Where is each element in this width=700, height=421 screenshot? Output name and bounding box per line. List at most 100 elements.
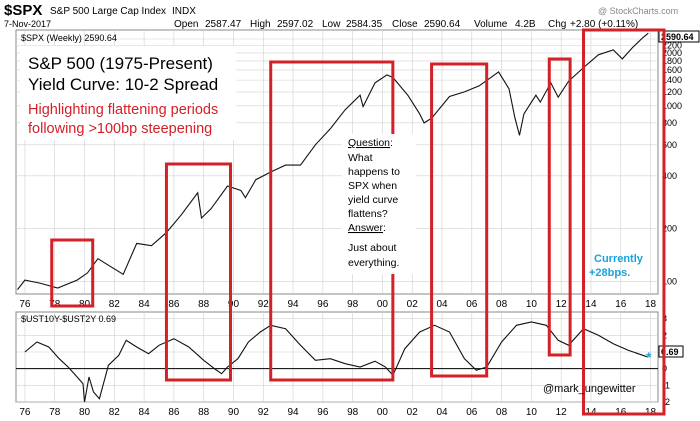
spread-panel-frame: [15, 311, 659, 403]
chg-value: +2.80 (+0.11%): [570, 19, 638, 30]
annotation-sub-line1: Highlighting flattening periods: [28, 102, 218, 118]
price-y-tick-label: 400: [662, 171, 677, 181]
price-x-tick-label: 98: [347, 299, 359, 310]
price-x-tick-label: 76: [19, 299, 31, 310]
open-value: 2587.47: [205, 19, 242, 30]
answer-line: Just about: [348, 242, 397, 254]
annotation-title: S&P 500 (1975-Present) Yield Curve: 10-2…: [20, 46, 236, 140]
highlight-box-2011-2012: [547, 57, 572, 357]
spx-price-line: [17, 32, 649, 290]
answer-heading: Answer:: [348, 222, 386, 234]
annotation-title-bg: [20, 46, 236, 140]
question-line: flattens?: [348, 208, 388, 220]
spread-y-tick-label: -2: [662, 397, 670, 407]
spread-x-tick-label: 06: [466, 407, 478, 418]
price-x-tick-label: 84: [139, 299, 151, 310]
price-x-tick-label: 10: [526, 299, 538, 310]
spread-x-tick-label: 78: [49, 407, 61, 418]
spread-x-tick-label: 88: [198, 407, 210, 418]
exchange-label: INDX: [172, 6, 196, 17]
question-colon: :: [390, 137, 393, 149]
price-x-tick-label: 88: [198, 299, 210, 310]
spread-x-tick-label: 08: [496, 407, 508, 418]
price-x-tick-label: 82: [109, 299, 121, 310]
spread-panel-title: $UST10Y-$UST2Y 0.69: [21, 314, 116, 324]
spread-x-tick-labels: 76 78 80 82 84 86 88 90 92 94 96 98 00 02 04 06 08 10 12 14…: [19, 407, 656, 418]
price-y-tick-label: 1400: [662, 75, 682, 85]
annotation-currently: Currently +28bps.: [589, 253, 644, 279]
spread-last-value: 0.69: [661, 347, 679, 357]
spread-x-tick-label: 86: [168, 407, 180, 418]
annotation-question: Question: What happens to SPX when yield…: [342, 134, 416, 274]
spread-x-tick-label: 94: [287, 407, 299, 418]
question-line: happens to: [348, 166, 400, 178]
current-spread-asterisk: *: [646, 349, 652, 365]
question-line: yield curve: [348, 194, 398, 206]
spread-x-tick-label: 10: [526, 407, 538, 418]
highlight-box-1978-1980: [50, 238, 95, 308]
ticker-label: $SPX: [4, 2, 42, 19]
question-word: Question: [348, 137, 390, 149]
price-x-tick-label: 96: [317, 299, 329, 310]
price-y-tick-label: 2000: [662, 48, 682, 58]
spread-last-value-box: [658, 345, 684, 358]
price-y-tick-label: 1200: [662, 87, 682, 97]
price-x-tick-label: 18: [645, 299, 657, 310]
price-x-tick-label: 08: [496, 299, 508, 310]
answer-word: Answer: [348, 222, 384, 234]
spread-x-tick-label: 12: [556, 407, 568, 418]
spread-x-tick-label: 82: [109, 407, 121, 418]
author-handle: @mark_ungewitter: [543, 383, 636, 395]
spread-x-tick-label: 96: [317, 407, 329, 418]
index-name: S&P 500 Large Cap Index: [50, 6, 166, 17]
price-y-tick-label: 100: [662, 277, 677, 287]
annotation-sub-line2: following >100bp steepening: [28, 121, 212, 137]
price-y-tick-label: 1000: [662, 101, 682, 111]
spread-x-tick-label: 90: [228, 407, 240, 418]
currently-line1: Currently: [594, 253, 644, 265]
price-y-tick-label: 800: [662, 118, 677, 128]
price-x-tick-label: 02: [407, 299, 419, 310]
highlight-box-2003-2007: [430, 62, 489, 378]
watermark: @ StockCharts.com: [598, 6, 678, 16]
low-label: Low: [322, 19, 341, 30]
spread-x-tick-label: 92: [258, 407, 270, 418]
chg-label: Chg: [548, 19, 566, 30]
highlight-box-1985-1989: [164, 162, 232, 382]
spread-y-tick-label: -1: [662, 380, 670, 390]
close-label: Close: [392, 19, 418, 30]
price-x-tick-label: 06: [466, 299, 478, 310]
price-x-tick-label: 90: [228, 299, 240, 310]
high-label: High: [250, 19, 271, 30]
price-x-tick-label: 92: [258, 299, 270, 310]
spread-x-tick-label: 80: [79, 407, 91, 418]
spread-x-tick-label: 04: [436, 407, 448, 418]
spread-x-tick-label: 76: [19, 407, 31, 418]
question-heading: Question:: [348, 137, 393, 149]
price-x-tick-label: 94: [287, 299, 299, 310]
spread-x-tick-label: 02: [407, 407, 419, 418]
currently-line2: +28bps.: [589, 267, 630, 279]
highlight-box-2013-present: [582, 28, 666, 416]
annotation-title-line2: Yield Curve: 10-2 Spread: [28, 75, 218, 94]
price-x-tick-label: 16: [615, 299, 627, 310]
price-y-tick-label: 1800: [662, 56, 682, 66]
high-value: 2597.02: [277, 19, 314, 30]
spread-x-tick-label: 84: [139, 407, 151, 418]
price-x-tick-label: 14: [585, 299, 597, 310]
price-y-tick-label: 600: [662, 140, 677, 150]
spread-x-tick-label: 98: [347, 407, 359, 418]
answer-line: everything.: [348, 257, 399, 269]
volume-label: Volume: [474, 19, 508, 30]
volume-value: 4.2B: [515, 19, 536, 30]
price-x-tick-label: 00: [377, 299, 389, 310]
question-line: SPX when: [348, 180, 397, 192]
price-y-tick-label: 200: [662, 224, 677, 234]
date-label: 7-Nov-2017: [4, 19, 51, 29]
spread-x-tick-label: 00: [377, 407, 389, 418]
price-panel-title: $SPX (Weekly) 2590.64: [21, 33, 117, 43]
low-value: 2584.35: [346, 19, 383, 30]
price-last-value: 2590.64: [661, 32, 694, 42]
